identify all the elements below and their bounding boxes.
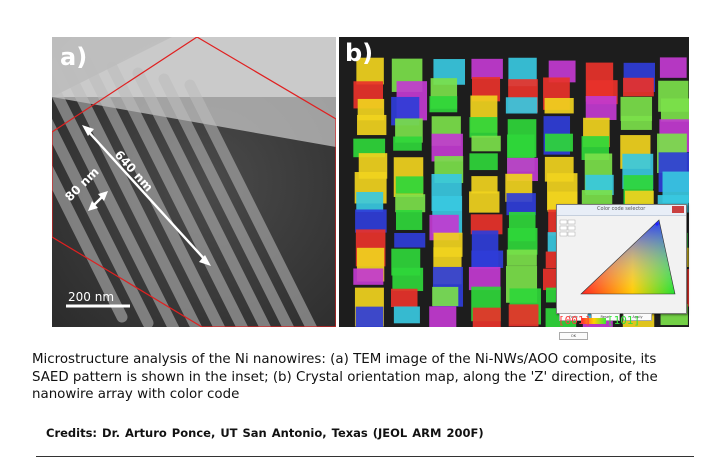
ipf-triangle	[559, 219, 676, 295]
credits-line: Credits: Dr. Arturo Ponce, UT San Antoni…	[46, 426, 484, 440]
inset-button-row: Fade Reset ApplyOK	[559, 303, 683, 340]
ok-button: OK	[559, 332, 588, 340]
tem-image-panel: 640 nm 80 nm 200 nm a)	[52, 37, 336, 327]
color-legend-bar	[582, 318, 606, 324]
divider-line	[36, 456, 694, 457]
fade-button: Fade	[559, 313, 588, 321]
inset-title: Color code selector	[597, 206, 646, 212]
tem-image: 640 nm 80 nm 200 nm	[52, 37, 336, 327]
legend-001-label: [001]	[558, 314, 592, 327]
panel-a-label: a)	[60, 43, 88, 71]
panel-b-label: b)	[345, 39, 374, 67]
color-code-selector-window: Color code selector Fade Reset ApplyOK	[556, 204, 687, 340]
legend-101-label: [101]	[607, 314, 641, 327]
figure-caption: Microstructure analysis of the Ni nanowi…	[32, 352, 658, 402]
length-arrow	[85, 128, 208, 263]
inset-titlebar: Color code selector	[557, 205, 686, 216]
nanowire-stripes	[52, 49, 318, 327]
apply-button: Apply	[623, 313, 652, 321]
scale-bar-label: 200 nm	[68, 290, 114, 304]
close-icon	[672, 206, 684, 213]
